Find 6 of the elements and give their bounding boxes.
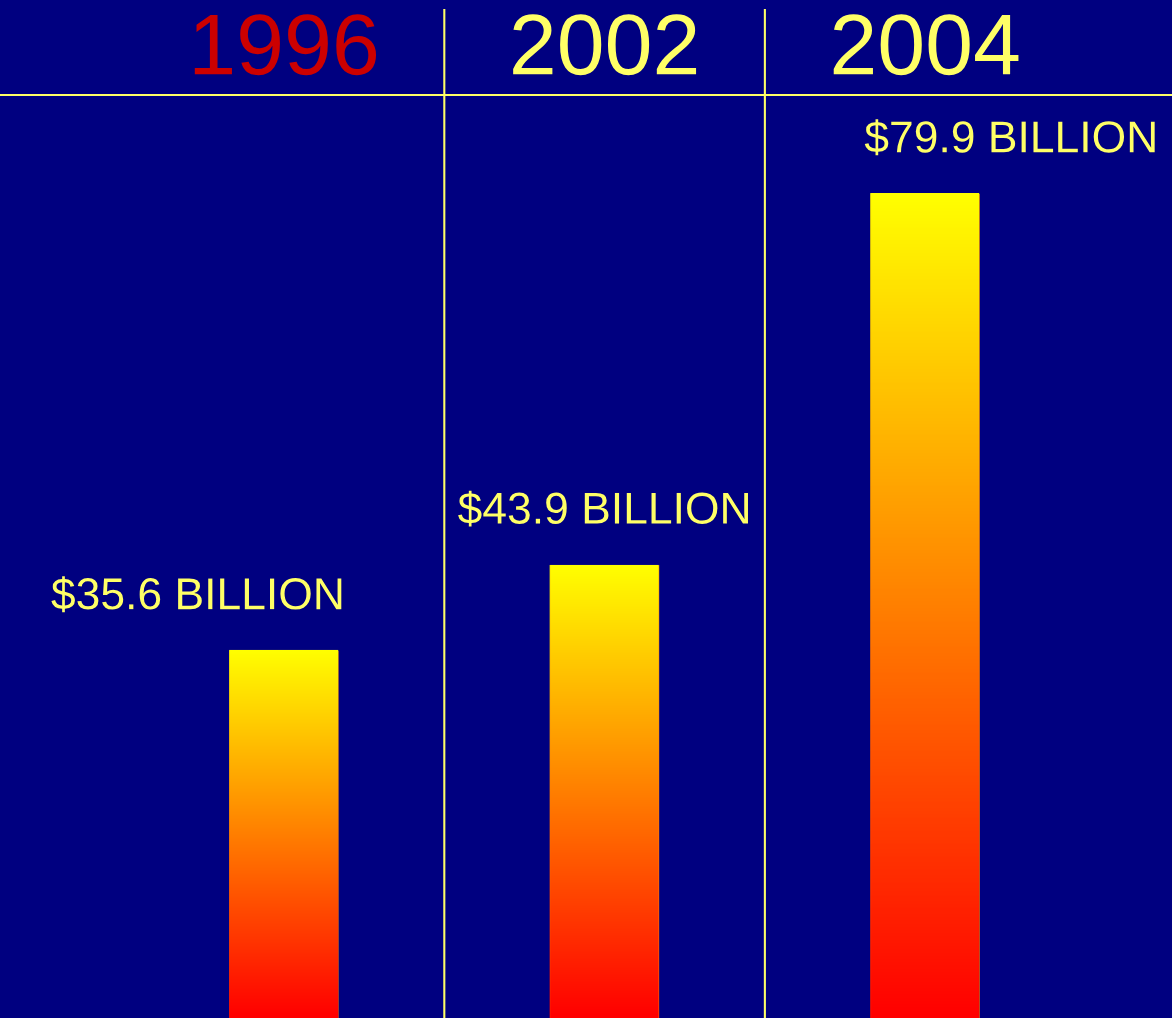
data-label: $35.6 BILLION — [51, 576, 342, 613]
data-label: $79.9 BILLION — [864, 119, 1155, 156]
x-tick-label: 1996 — [194, 14, 377, 76]
x-tick-label: 2004 — [833, 14, 1019, 76]
x-tick-label: 2002 — [513, 14, 697, 76]
data-label: $43.9 BILLION — [458, 490, 748, 527]
